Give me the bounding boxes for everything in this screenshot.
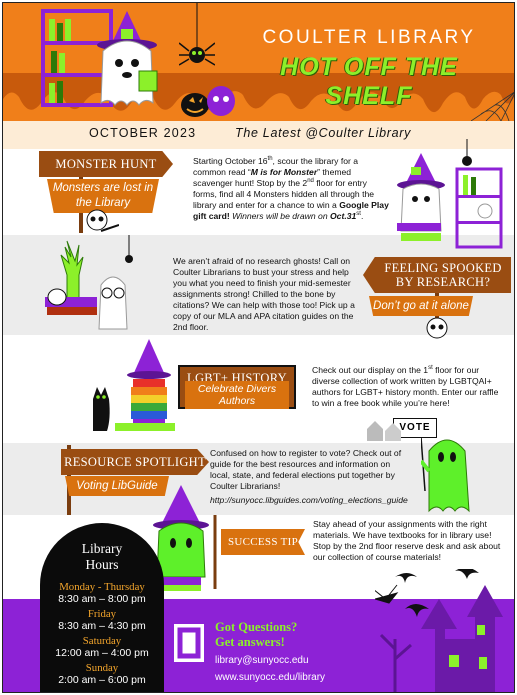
hours-title: Library Hours [40, 541, 164, 573]
text-fragment: floor for entry forms, find all 4 Monste… [193, 178, 375, 210]
spooked-subsign: Don’t go at it alone [369, 296, 473, 316]
superscript: st [356, 211, 361, 218]
lgbt-subsign: Celebrate Divers Authors [185, 381, 289, 409]
green-ghost-icon [421, 436, 470, 513]
college-logo-icon [174, 624, 204, 662]
book-title: M is for Monster [250, 167, 318, 177]
library-hours-card: Library Hours Monday - Thursday 8:30 am … [40, 523, 164, 692]
witch-bookshelf-icon [397, 139, 503, 249]
resource-text: Confused on how to register to vote? Che… [210, 448, 402, 491]
success-text: Stay ahead of your assignments with the … [313, 519, 501, 562]
skull-icon [426, 317, 448, 339]
contact-email[interactable]: library@sunyocc.edu [215, 655, 309, 666]
ghost-flag-icon [151, 485, 217, 591]
hours-time: 2:00 am – 6:00 pm [58, 674, 146, 686]
spider-icon [179, 3, 215, 66]
cat-pumpkin-icon [93, 339, 175, 431]
hours-title-line: Hours [85, 557, 119, 572]
superscript: nd [307, 178, 314, 185]
resource-link[interactable]: http://sunyocc.libguides.com/voting_elec… [210, 495, 408, 505]
hours-time: 12:00 am – 4:00 pm [55, 647, 149, 659]
hours-title-line: Library [81, 541, 123, 556]
resource-sign: RESOURCE SPOTLIGHT [61, 449, 209, 475]
resource-subsign: Voting LibGuide [65, 476, 169, 496]
text-fragment: Winners will be drawn on [229, 211, 330, 221]
monster-hunt-subsign: Monsters are lost in the Library [47, 179, 159, 213]
spooked-text: We aren’t afraid of no research ghosts! … [173, 256, 355, 332]
header-banner: COULTER LIBRARY HOT OFF THE SHELF [3, 3, 514, 121]
hours-day: Friday [87, 608, 117, 620]
library-title: COULTER LIBRARY [262, 27, 476, 48]
sign-line: FEELING SPOOKED [384, 261, 502, 275]
hours-day: Sunday [85, 662, 119, 674]
text-fragment: floor for our diverse collection of work… [312, 365, 499, 408]
sign-line: BY RESEARCH? [395, 275, 491, 289]
prize-text: Google Play gift card! [193, 200, 389, 221]
ghost-witch-icon [97, 11, 158, 106]
hours-list: Monday - Thursday 8:30 am – 8:00 pm Frid… [40, 581, 164, 686]
lgbt-text: Check out our display on the 1st floor f… [312, 365, 506, 409]
vote-sign: VOTE [393, 418, 437, 438]
success-tip-sign: SUCCESS TIP [221, 529, 305, 555]
text-fragment: Check out our display on the 1 [312, 365, 429, 375]
haunted-house-icon [375, 569, 503, 692]
jack-o-lantern-icon [181, 86, 235, 117]
issue-subtitle: The Latest @Coulter Library [235, 126, 412, 140]
zombie-hand-icon [45, 235, 133, 330]
text-fragment: . [360, 211, 364, 221]
hours-time: 8:30 am – 4:30 pm [58, 620, 146, 632]
spooked-sign: FEELING SPOOKED BY RESEARCH? [363, 257, 511, 293]
skull-bones-icon [86, 209, 119, 232]
hours-time: 8:30 am – 8:00 pm [58, 593, 146, 605]
hours-day: Saturday [82, 635, 122, 647]
contact-website[interactable]: www.sunyocc.edu/library [215, 672, 326, 683]
superscript: st [428, 365, 433, 372]
cobweb-icon [471, 91, 514, 121]
footer-answer: Get answers! [215, 635, 285, 649]
newsletter-title: HOT OFF THE SHELF [280, 53, 458, 110]
text-fragment: , scour the library for a common read “ [193, 156, 359, 177]
text-fragment: ” themed scavenger hunt! Stop by the 2 [193, 167, 352, 188]
hours-day: Monday - Thursday [59, 581, 145, 593]
subheader-strip [3, 121, 514, 149]
monster-hunt-sign: MONSTER HUNT [39, 151, 173, 177]
haunted-house-icon [367, 421, 401, 441]
superscript: th [267, 156, 273, 163]
text-fragment: Starting October 16 [193, 156, 268, 166]
draw-date: Oct.31 [330, 211, 357, 221]
issue-month: OCTOBER 2023 [89, 126, 197, 140]
monster-hunt-text: Starting October 16th, scour the library… [193, 156, 393, 222]
footer-question: Got Questions? [215, 620, 298, 634]
